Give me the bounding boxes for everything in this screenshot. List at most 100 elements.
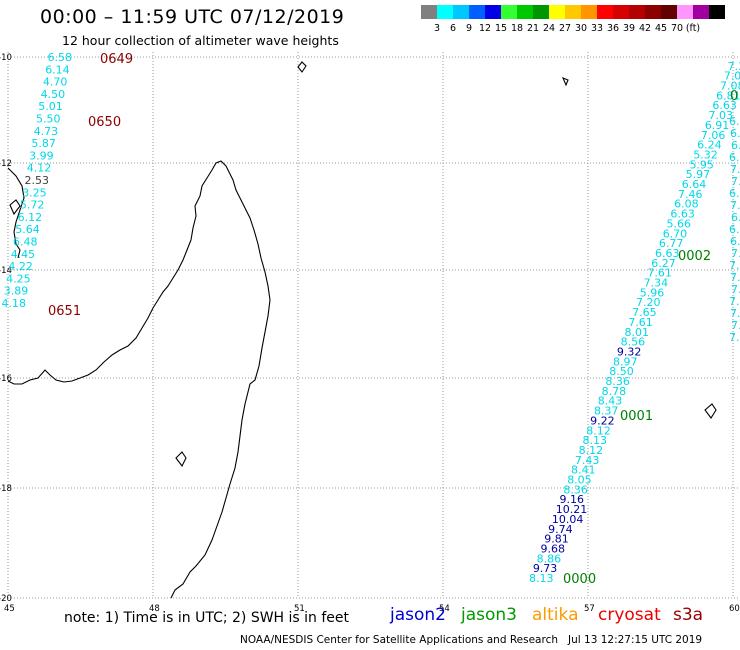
track-value: 6.5 xyxy=(731,211,740,224)
coast-island-1 xyxy=(9,199,21,216)
track-value: 9.81 xyxy=(544,533,569,546)
scale-swatch xyxy=(597,5,613,19)
track-value: 8.12 xyxy=(579,444,604,457)
legend-jason2: jason2 xyxy=(390,605,446,625)
pass-times: 0649 0650 0651 0000 0001 0002 0 xyxy=(48,52,738,587)
coast-island-3 xyxy=(561,76,569,87)
track-value: 5.97 xyxy=(686,168,711,181)
track-value: 3.99 xyxy=(29,149,54,162)
scale-label: 6 xyxy=(449,23,457,34)
track-value: 7.61 xyxy=(628,316,653,329)
y-tick-label: -12 xyxy=(0,159,12,169)
scale-swatch xyxy=(421,5,437,19)
track-value: 5.95 xyxy=(689,158,714,171)
track-value: 7.65 xyxy=(632,306,657,319)
y-tick-label: -14 xyxy=(0,266,12,276)
track-value: 7.4 xyxy=(731,247,740,260)
track-value: 2.53 xyxy=(25,174,50,187)
track-value: 4.12 xyxy=(27,162,52,175)
scale-swatch xyxy=(533,5,549,19)
track-value: 7.08 xyxy=(720,80,740,93)
scale-swatch xyxy=(629,5,645,19)
track-value: 3.89 xyxy=(4,285,29,298)
track-value: 4.25 xyxy=(6,272,31,285)
track-value: 5.96 xyxy=(640,286,665,299)
track-value: 6.98 xyxy=(729,151,740,164)
note-text: note: 1) Time is in UTC; 2) SWH is in fe… xyxy=(64,610,350,626)
track-value: 8.05 xyxy=(567,474,592,487)
track-value: 4.45 xyxy=(11,248,36,261)
scale-label: 24 xyxy=(542,23,556,34)
track-value: 6.66 xyxy=(731,139,740,152)
scale-label: 30 xyxy=(574,23,588,34)
track-value: 6.91 xyxy=(705,119,730,132)
pass-time-label: 0001 xyxy=(620,409,653,424)
scale-label: 9 xyxy=(465,23,473,34)
x-tick-label: 57 xyxy=(584,604,595,614)
madagascar-coastline xyxy=(7,160,271,599)
track-value: 5.01 xyxy=(38,100,63,113)
track-value: 6.81 xyxy=(716,89,740,102)
africa-coastline xyxy=(7,167,25,259)
scale-swatch xyxy=(693,5,709,19)
track-value: 6.48 xyxy=(13,236,38,249)
map-title: 00:00 – 11:59 UTC 07/12/2019 xyxy=(40,6,345,28)
track-value: 4.18 xyxy=(2,297,27,310)
track-value: 6.24 xyxy=(697,139,722,152)
track-value: 5.64 xyxy=(15,223,40,236)
scale-label: (ft) xyxy=(685,23,701,34)
y-tick-label: -20 xyxy=(0,594,12,604)
track-value: 7.2 xyxy=(731,319,740,332)
track-value: 6.63 xyxy=(670,208,695,221)
track-value: 5.72 xyxy=(20,199,45,212)
track-value: 7.36 xyxy=(728,60,740,73)
map-subtitle: 12 hour collection of altimeter wave hei… xyxy=(62,33,339,48)
legend-s3a: s3a xyxy=(673,605,704,625)
pass-time-label: 0 xyxy=(730,89,738,104)
scale-label: 45 xyxy=(654,23,668,34)
track-value: 6.12 xyxy=(18,211,43,224)
track-value: 6.14 xyxy=(45,63,70,76)
scale-label: 39 xyxy=(622,23,636,34)
x-tick-label: 48 xyxy=(149,604,160,614)
track-value: 9.32 xyxy=(617,345,642,358)
coast-island-2 xyxy=(297,61,307,73)
scale-label: 3 xyxy=(433,23,441,34)
track-value: 7.6 xyxy=(729,295,740,308)
scale-swatch xyxy=(549,5,565,19)
scale-swatch xyxy=(661,5,677,19)
x-tick-label: 60 xyxy=(729,604,740,614)
track-value: 8.37 xyxy=(594,405,619,418)
track-value: 7.0 xyxy=(730,163,740,176)
track-value: 5.87 xyxy=(31,137,56,150)
track-value: 8.86 xyxy=(537,552,562,565)
track-value: 7.34 xyxy=(644,277,669,290)
credit-line: NOAA/NESDIS Center for Satellite Applica… xyxy=(240,634,703,646)
scale-label: 70 xyxy=(670,23,684,34)
scale-swatch xyxy=(613,5,629,19)
x-tick-label: 54 xyxy=(439,604,450,614)
track-value: 6.77 xyxy=(659,237,684,250)
grid-lines xyxy=(7,52,740,599)
track-value: 9.16 xyxy=(560,493,585,506)
track-value: 8.13 xyxy=(582,434,607,447)
axis-ticks: 45 48 51 54 57 60 -10 -12 -14 -16 -18 -20 xyxy=(0,53,740,614)
track-value: 5.66 xyxy=(667,217,692,230)
track-value: 7.06 xyxy=(701,129,726,142)
legend-cryosat: cryosat xyxy=(598,605,661,625)
track-value: 8.12 xyxy=(586,424,611,437)
track-value: 8.56 xyxy=(621,336,646,349)
track-value: 8.43 xyxy=(598,395,623,408)
track-value: 4.73 xyxy=(34,125,59,138)
track-value: 8.50 xyxy=(609,365,634,378)
track-value: 10.04 xyxy=(552,513,584,526)
y-tick-label: -16 xyxy=(0,374,12,384)
track-value: 7.6 xyxy=(731,175,740,188)
track-value: 3.25 xyxy=(22,186,47,199)
pass-time-label: 0649 xyxy=(100,52,133,67)
track-value: 5.50 xyxy=(36,113,61,126)
track-value: 7.1 xyxy=(730,307,740,320)
track-value: 6.63 xyxy=(655,247,680,260)
pass-time-label: 0650 xyxy=(88,115,121,130)
track-value: 6.64 xyxy=(682,178,707,191)
